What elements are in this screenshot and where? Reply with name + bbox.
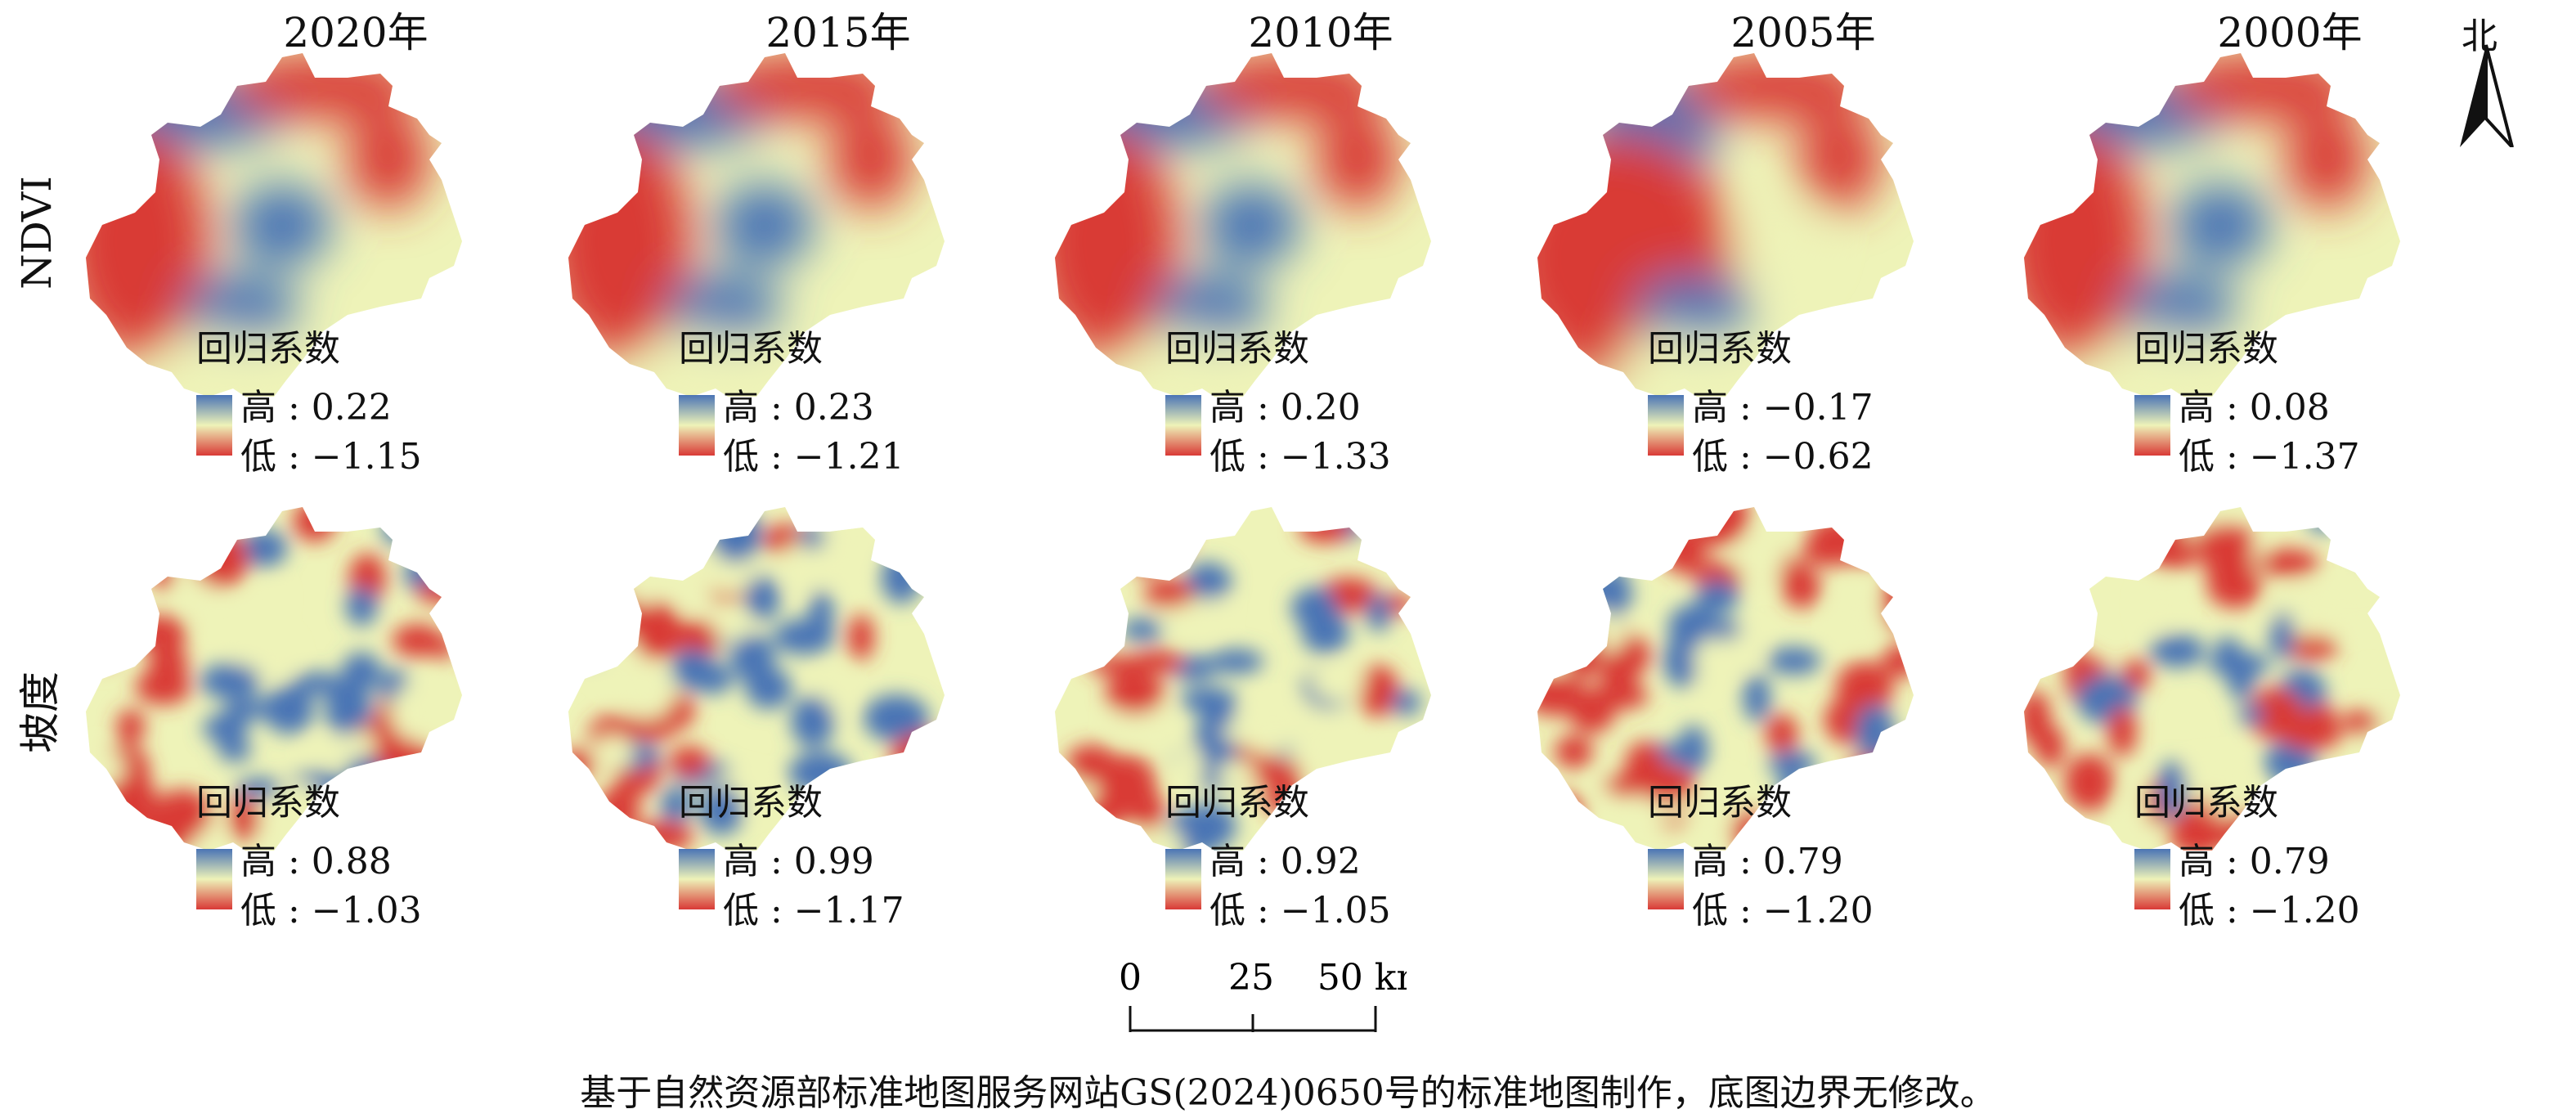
legend-color-ramp bbox=[196, 849, 232, 909]
legend-color-ramp bbox=[1648, 849, 1684, 909]
legend-low-value: 低 : −1.15 bbox=[240, 436, 422, 478]
legend-color-ramp bbox=[2134, 849, 2170, 909]
north-arrow-icon bbox=[2460, 44, 2514, 147]
legend-high-value: 高 : 0.20 bbox=[1209, 387, 1361, 429]
legend-low-value: 低 : −1.20 bbox=[2179, 890, 2360, 932]
legend-high-value: 高 : 0.88 bbox=[240, 841, 392, 882]
map-source-caption: 基于自然资源部标准地图服务网站GS(2024)0650号的标准地图制作，底图边界… bbox=[580, 1072, 1996, 1114]
legend-low-value: 低 : −1.17 bbox=[723, 890, 904, 932]
legend-title: 回归系数 bbox=[1165, 782, 1309, 824]
legend-title: 回归系数 bbox=[196, 328, 340, 370]
legend-low-value: 低 : −0.62 bbox=[1692, 436, 1874, 478]
legend-title: 回归系数 bbox=[1165, 328, 1309, 370]
scale-tick-25: 25 bbox=[1228, 957, 1274, 999]
legend-high-value: 高 : 0.99 bbox=[723, 841, 874, 882]
legend-title: 回归系数 bbox=[196, 782, 340, 824]
legend-low-value: 低 : −1.37 bbox=[2179, 436, 2360, 478]
legend-low-value: 低 : −1.21 bbox=[723, 436, 904, 478]
legend-color-ramp bbox=[2134, 395, 2170, 456]
legend-high-value: 高 : 0.92 bbox=[1209, 841, 1361, 882]
legend-low-value: 低 : −1.03 bbox=[240, 890, 422, 932]
choropleth-map bbox=[2024, 53, 2400, 397]
choropleth-map bbox=[1537, 507, 1914, 851]
legend-high-value: 高 : 0.23 bbox=[723, 387, 874, 429]
map-panel-slope-4: 回归系数高 : 0.79 低 : −1.20 bbox=[1529, 491, 2020, 949]
legend-color-ramp bbox=[1165, 395, 1201, 456]
year-header-2010: 2010年 bbox=[1248, 9, 1393, 56]
legend-color-ramp bbox=[1165, 849, 1201, 909]
year-header-2020: 2020年 bbox=[283, 9, 429, 56]
legend-title: 回归系数 bbox=[1648, 328, 1792, 370]
map-panel-slope-5: 回归系数高 : 0.79 低 : −1.20 bbox=[2016, 491, 2506, 949]
legend-high-value: 高 : −0.17 bbox=[1692, 387, 1874, 429]
legend-low-value: 低 : −1.20 bbox=[1692, 890, 1874, 932]
legend-title: 回归系数 bbox=[1648, 782, 1792, 824]
legend-color-ramp bbox=[679, 849, 715, 909]
legend-title: 回归系数 bbox=[679, 328, 823, 370]
legend-low-value: 低 : −1.05 bbox=[1209, 890, 1391, 932]
legend-color-ramp bbox=[679, 395, 715, 456]
legend-high-value: 高 : 0.22 bbox=[240, 387, 392, 429]
choropleth-map bbox=[2024, 507, 2400, 851]
scale-tick-0: 0 bbox=[1119, 957, 1142, 999]
row-label-ndvi: NDVI bbox=[13, 176, 61, 290]
legend-title: 回归系数 bbox=[2134, 328, 2278, 370]
choropleth-map bbox=[568, 53, 945, 397]
choropleth-map bbox=[568, 507, 945, 851]
map-panel-ndvi-4: 回归系数高 : −0.17 低 : −0.62 bbox=[1529, 37, 2020, 495]
legend-high-value: 高 : 0.79 bbox=[1692, 841, 1843, 882]
map-panel-ndvi-3: 回归系数高 : 0.20 低 : −1.33 bbox=[1047, 37, 1537, 495]
legend-high-value: 高 : 0.79 bbox=[2179, 841, 2330, 882]
legend-color-ramp bbox=[1648, 395, 1684, 456]
year-header-2005: 2005年 bbox=[1730, 9, 1876, 56]
year-header-2000: 2000年 bbox=[2217, 9, 2363, 56]
north-label: 北 bbox=[2462, 16, 2497, 57]
legend-low-value: 低 : −1.33 bbox=[1209, 436, 1391, 478]
map-panel-ndvi-2: 回归系数高 : 0.23 低 : −1.21 bbox=[560, 37, 1051, 495]
scale-bar: 0 25 50 km bbox=[1119, 957, 1407, 1032]
choropleth-map bbox=[1537, 53, 1914, 397]
choropleth-map bbox=[1055, 507, 1431, 851]
scale-tick-50: 50 km bbox=[1317, 957, 1407, 999]
choropleth-map bbox=[1055, 53, 1431, 397]
map-panel-ndvi-5: 回归系数高 : 0.08 低 : −1.37 bbox=[2016, 37, 2506, 495]
map-panel-slope-3: 回归系数高 : 0.92 低 : −1.05 bbox=[1047, 491, 1537, 949]
legend-title: 回归系数 bbox=[2134, 782, 2278, 824]
choropleth-map bbox=[86, 53, 462, 397]
legend-color-ramp bbox=[196, 395, 232, 456]
choropleth-map bbox=[86, 507, 462, 851]
map-panel-slope-2: 回归系数高 : 0.99 低 : −1.17 bbox=[560, 491, 1051, 949]
legend-title: 回归系数 bbox=[679, 782, 823, 824]
row-label-slope: 坡度 bbox=[16, 671, 64, 753]
map-panel-slope-1: 回归系数高 : 0.88 低 : −1.03 bbox=[78, 491, 568, 949]
map-panel-ndvi-1: 回归系数高 : 0.22 低 : −1.15 bbox=[78, 37, 568, 495]
legend-high-value: 高 : 0.08 bbox=[2179, 387, 2330, 429]
year-header-2015: 2015年 bbox=[765, 9, 911, 56]
